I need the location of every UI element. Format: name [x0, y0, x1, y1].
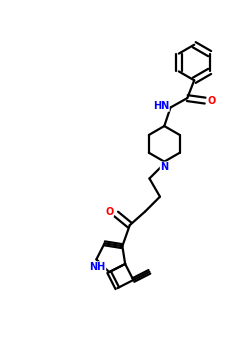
Text: O: O: [208, 96, 216, 106]
Text: O: O: [105, 206, 113, 217]
Text: NH: NH: [90, 262, 106, 272]
Text: HN: HN: [153, 101, 169, 111]
Text: N: N: [160, 162, 168, 172]
